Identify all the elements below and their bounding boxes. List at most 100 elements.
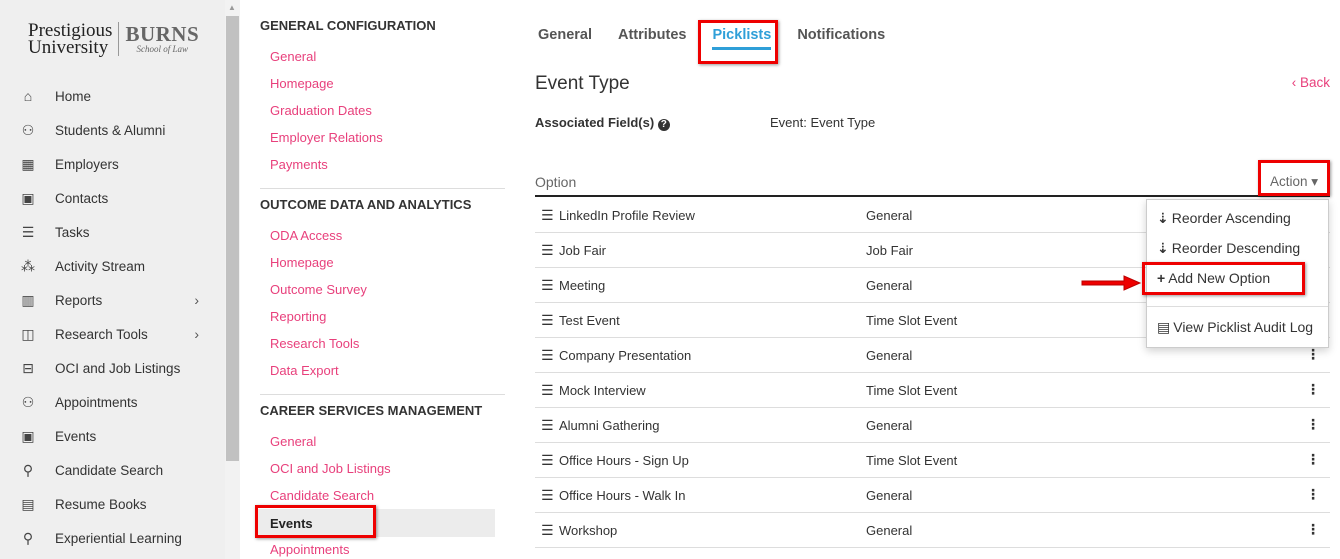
drag-handle-icon[interactable]: ☰ [541,207,554,223]
config-link[interactable]: Appointments [270,542,350,557]
config-link[interactable]: Employer Relations [270,130,383,145]
sidebar-item-reports[interactable]: ▥ Reports › [0,283,225,317]
drag-handle-icon[interactable]: ☰ [541,277,554,293]
section-divider [260,394,505,395]
config-link[interactable]: Payments [270,157,328,172]
table-row: ☰ Office Hours - Walk In General ⋮ [535,478,1330,513]
option-type: Job Fair [866,243,913,258]
config-link[interactable]: Candidate Search [270,488,375,503]
option-name: Mock Interview [559,383,646,398]
sidebar-item-candidate-search[interactable]: ⚲ Candidate Search [0,453,225,487]
drag-handle-icon[interactable]: ☰ [541,522,554,538]
sidebar-item-experiential-learning[interactable]: ⚲ Experiential Learning [0,521,225,555]
scrollbar-thumb[interactable] [226,16,239,461]
kebab-menu-icon[interactable]: ⋮ [1306,521,1320,537]
sidebar-item-label: Resume Books [55,496,147,512]
kebab-menu-icon[interactable]: ⋮ [1306,416,1320,432]
red-arrow-annotation [1081,275,1142,291]
action-dropdown[interactable]: Action ▾ [1269,174,1318,189]
section-heading: CAREER SERVICES MANAGEMENT [260,403,483,418]
config-link[interactable]: General [270,49,317,64]
associated-label-text: Associated Field(s) [535,115,655,130]
option-type: General [866,418,913,433]
sidebar-item-resume-books[interactable]: ▤ Resume Books [0,487,225,521]
calendar-icon: ▣ [21,427,35,444]
menu-item-reorder-ascending[interactable]: ⇣ Reorder Ascending [1157,210,1291,227]
drag-handle-icon[interactable]: ☰ [541,417,554,433]
sidebar-item-label: Candidate Search [55,462,164,478]
section-heading: OUTCOME DATA AND ANALYTICS [260,197,472,212]
config-link[interactable]: OCI and Job Listings [270,461,391,476]
drag-handle-icon[interactable]: ☰ [541,312,554,328]
people-icon: ⚇ [21,393,35,410]
drag-handle-icon[interactable]: ☰ [541,452,554,468]
config-link[interactable]: Reporting [270,309,327,324]
scroll-up-icon[interactable]: ▲ [228,3,236,12]
option-type: General [866,348,913,363]
option-type: General [866,278,913,293]
option-name: Test Event [559,313,620,328]
kebab-menu-icon[interactable]: ⋮ [1306,346,1320,362]
sidebar-item-employers[interactable]: ▦ Employers [0,147,225,181]
section-heading: GENERAL CONFIGURATION [260,18,436,33]
section-divider [260,188,505,189]
tab-picklists[interactable]: Picklists [712,27,772,50]
sidebar-item-tasks[interactable]: ☰ Tasks [0,215,225,249]
kebab-menu-icon[interactable]: ⋮ [1306,486,1320,502]
home-icon: ⌂ [23,88,33,104]
config-link[interactable]: Homepage [270,76,334,91]
sidebar-item-research-tools[interactable]: ◫ Research Tools › [0,317,225,351]
option-type: General [866,208,913,223]
config-link[interactable]: Outcome Survey [270,282,367,297]
bar-chart-icon: ▥ [21,291,35,308]
menu-item-reorder-descending[interactable]: ⇣ Reorder Descending [1157,240,1300,257]
sidebar-scrollbar[interactable]: ▲ [225,0,240,559]
kebab-menu-icon[interactable]: ⋮ [1306,381,1320,397]
university-logo[interactable]: Prestigious University BURNS School of Law [28,20,200,57]
sidebar-item-oci-and-job-listings[interactable]: ⊟ OCI and Job Listings [0,351,225,385]
sidebar-item-label: Contacts [55,190,109,206]
list-icon: ▤ [1157,319,1171,335]
sidebar-item-label: Home [55,88,92,104]
drag-handle-icon[interactable]: ☰ [541,487,554,503]
sidebar-item-home[interactable]: ⌂ Home [0,79,225,113]
sidebar-item-label: Tasks [55,224,90,240]
kebab-menu-icon[interactable]: ⋮ [1306,451,1320,467]
option-name: LinkedIn Profile Review [559,208,695,223]
sidebar-item-activity-stream[interactable]: ⁂ Activity Stream [0,249,225,283]
config-link[interactable]: ODA Access [270,228,343,243]
sidebar-item-label: Students & Alumni [55,122,166,138]
sidebar-item-contacts[interactable]: ▣ Contacts [0,181,225,215]
tab-notifications[interactable]: Notifications [797,27,886,43]
menu-item-view-picklist-audit-log[interactable]: ▤ View Picklist Audit Log [1157,319,1313,336]
logo-brand: BURNS [125,22,200,46]
logo-line1: Prestigious [28,20,113,41]
tab-general[interactable]: General [538,27,592,43]
drag-handle-icon[interactable]: ☰ [541,382,554,398]
option-name: Alumni Gathering [559,418,660,433]
config-link[interactable]: Graduation Dates [270,103,372,118]
config-link[interactable]: Research Tools [270,336,360,351]
sidebar-item-students-alumni[interactable]: ⚇ Students & Alumni [0,113,225,147]
sidebar-item-events[interactable]: ▣ Events [0,419,225,453]
config-link[interactable]: General [270,434,317,449]
drag-handle-icon[interactable]: ☰ [541,347,554,363]
back-link[interactable]: ‹ Back [1291,75,1330,90]
chevron-right-icon[interactable]: › [194,326,199,342]
table-header: Option Action ▾ [535,166,1330,197]
sort-descending-icon: ⇣ [1157,240,1169,256]
sidebar-item-label: Activity Stream [55,258,146,274]
chevron-right-icon[interactable]: › [194,292,199,308]
config-link[interactable]: Data Export [270,363,339,378]
tab-attributes[interactable]: Attributes [618,27,687,43]
menu-item-add-new-option[interactable]: + Add New Option [1157,270,1270,286]
sidebar-item-label: Experiential Learning [55,530,182,546]
sidebar-item-label: OCI and Job Listings [55,360,181,376]
menu-item-label: Reorder Ascending [1171,210,1291,226]
config-link[interactable]: Homepage [270,255,334,270]
checklist-icon: ☰ [21,223,35,240]
drag-handle-icon[interactable]: ☰ [541,242,554,258]
help-icon[interactable]: ? [657,119,670,131]
highlight-events-link [255,505,376,538]
sidebar-item-appointments[interactable]: ⚇ Appointments [0,385,225,419]
